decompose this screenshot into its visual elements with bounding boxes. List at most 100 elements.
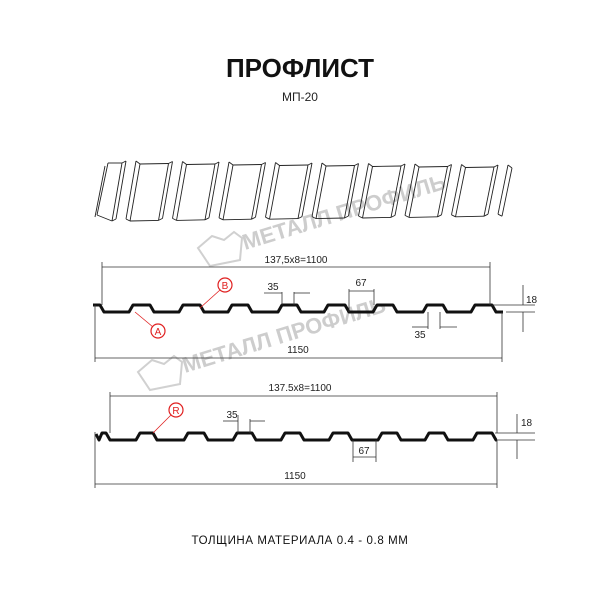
sheet-edge: [168, 161, 173, 164]
sheet-edge: [204, 163, 216, 220]
sheet-edge: [418, 166, 448, 168]
sheet-edge: [451, 214, 456, 218]
sheet-edge: [344, 215, 349, 219]
sheet-edge: [493, 164, 499, 168]
sheet-edge: [158, 217, 163, 221]
page-title: ПРОФЛИСТ: [226, 53, 374, 83]
sheet-edge: [297, 216, 303, 220]
sheet-edge: [222, 164, 234, 220]
sheet-edge: [176, 219, 206, 221]
sheet-edge: [447, 164, 452, 167]
sheet-edge: [321, 162, 327, 167]
pitch-dimension-label: 137.5x8=1100: [269, 383, 332, 394]
material-thickness-note: ТОЛЩИНА МАТЕРИАЛА 0.4 - 0.8 ММ: [192, 535, 409, 547]
sheet-edge: [461, 164, 466, 168]
sheet-3d-view: [94, 160, 513, 222]
marker-b: B: [217, 277, 233, 293]
sheet-edge: [325, 165, 355, 167]
sheet-edge: [455, 167, 466, 217]
sheet-edge: [222, 218, 252, 221]
height-dimension-label: 18: [521, 418, 533, 429]
sheet-edge: [251, 216, 256, 220]
watermark-logo-icon: [136, 354, 184, 392]
watermark-2: МЕТАЛЛ ПРОФИЛЬ: [136, 292, 389, 392]
trough-dimension-label: 67: [358, 446, 370, 457]
sheet-edge: [135, 160, 141, 165]
sheet-edge: [269, 218, 299, 220]
sheet-edge: [372, 165, 402, 167]
sheet-edge: [483, 166, 495, 217]
sheet-edge: [315, 165, 327, 219]
trough-dimension-label: 67: [355, 278, 367, 289]
sheet-edge: [400, 163, 406, 167]
sheet-edge: [404, 214, 410, 218]
sheet-edge: [172, 217, 177, 221]
profile-1: 137,5x8=1100 1150 35 67 35 18 A B: [93, 255, 538, 362]
sheet-edge: [218, 161, 230, 218]
sheet-edge: [368, 163, 373, 167]
sheet-edge: [265, 216, 270, 220]
width-dimension-label: 1150: [284, 471, 306, 482]
sheet-edge: [390, 214, 396, 218]
sheet-edge: [186, 163, 216, 165]
sheet-edge: [279, 164, 309, 166]
sheet-edge: [182, 161, 187, 165]
watermark-logo-icon: [196, 230, 244, 268]
sheet-edge: [358, 215, 363, 219]
sheet-edge: [358, 163, 369, 217]
sheet-edge: [404, 163, 416, 216]
sheet-edge: [348, 163, 359, 217]
sheet-edge: [390, 165, 402, 218]
sheet-edge: [408, 166, 420, 218]
sheet-edge: [362, 166, 373, 219]
sheet-edge: [176, 164, 187, 221]
sheet-edge: [354, 163, 359, 166]
sheet-edge: [275, 162, 280, 166]
sheet-edge: [129, 163, 141, 222]
sheet-edge: [139, 163, 169, 165]
sheet-edge: [414, 163, 420, 168]
sheet-edge: [408, 216, 438, 218]
sheet-edge: [487, 164, 499, 215]
sheet-edge: [96, 214, 113, 222]
sheet-edge: [483, 213, 489, 217]
sheet-edge: [307, 162, 313, 166]
sheet-edge: [297, 164, 309, 219]
sheet-edge: [172, 161, 183, 219]
sheet-edge: [497, 213, 503, 217]
trough-dimension-label-2: 35: [414, 330, 426, 341]
profile-2: 137.5x8=1100 1150 35 67 18 R: [94, 383, 535, 488]
sheet-edge: [232, 164, 262, 166]
marker-a: A: [150, 323, 166, 339]
sheet-edge: [162, 161, 173, 219]
sheet-edge: [441, 164, 452, 215]
svg-text:B: B: [222, 281, 229, 292]
sheet-edge: [311, 216, 317, 220]
sheet-edge: [344, 165, 355, 219]
sheet-edge: [501, 167, 513, 217]
page-subtitle: МП-20: [282, 90, 318, 104]
sheet-edge: [269, 165, 280, 220]
pitch-dimension-label: 137,5x8=1100: [265, 255, 328, 266]
sheet-edge: [437, 214, 442, 218]
profile-2-line: [94, 431, 498, 442]
sheet-edge: [455, 215, 485, 218]
sheet-edge: [451, 164, 462, 215]
sheet-edge: [437, 166, 448, 217]
sheet-edge: [311, 162, 323, 217]
sheet-edge: [315, 217, 345, 220]
sheet-edge: [158, 163, 169, 221]
sheet-edge: [129, 219, 159, 222]
sheet-edge: [111, 218, 117, 222]
sheet-edge: [261, 162, 266, 165]
sheet-edge: [121, 160, 127, 164]
crest-dimension-label: 35: [226, 410, 238, 421]
width-dimension-label: 1150: [287, 345, 309, 356]
profile-1-line: [93, 303, 503, 314]
sheet-edge: [204, 217, 210, 221]
sheet-edge: [208, 161, 220, 218]
sheet-edge: [394, 163, 406, 216]
svg-text:R: R: [172, 406, 179, 417]
svg-text:A: A: [155, 327, 162, 338]
